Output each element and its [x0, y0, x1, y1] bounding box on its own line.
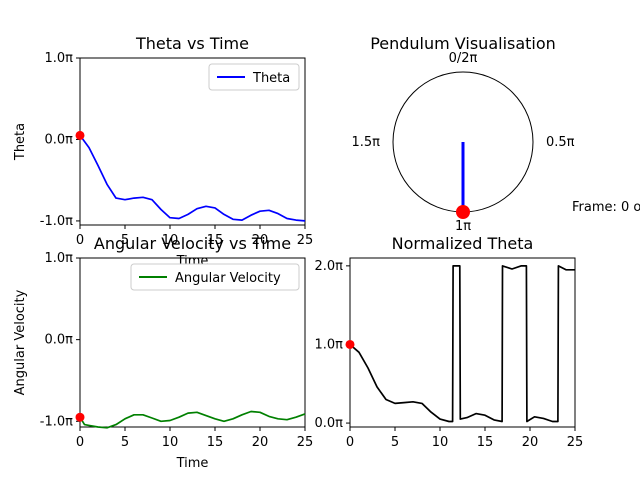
legend-box [208, 63, 300, 91]
y-tick-label: 0.0π [44, 132, 73, 147]
axes-frame [79, 57, 306, 226]
current-point-marker [345, 339, 355, 349]
current-point-marker [75, 130, 85, 140]
current-point-marker [75, 412, 85, 422]
x-tick-label: 5 [121, 435, 129, 450]
legend-entry: Angular Velocity [175, 271, 281, 286]
series-line [79, 134, 306, 222]
y-tick-label: 1.0π [44, 251, 73, 266]
x-tick-label: 25 [297, 435, 314, 450]
y-tick-label: 0.0π [314, 416, 343, 431]
y-axis-label: Angular Velocity [13, 289, 28, 395]
frame-counter: Frame: 0 o [572, 200, 640, 215]
x-tick-label: 10 [432, 435, 449, 450]
y-tick-label: -1.0π [40, 214, 73, 229]
chart-title: Theta vs Time [135, 34, 249, 53]
y-tick-label: 1.0π [314, 337, 343, 352]
y-tick-label: 0.0π [44, 333, 73, 348]
chart-title: Normalized Theta [392, 234, 534, 253]
y-axis-label: Theta [13, 123, 28, 161]
y-tick-label: -1.0π [40, 414, 73, 429]
angle-label-bottom: 1π [455, 219, 471, 234]
x-tick-label: 25 [297, 233, 314, 248]
x-tick-label: 5 [121, 233, 129, 248]
legend: Theta [208, 63, 300, 91]
x-tick-label: 10 [162, 435, 179, 450]
angular-velocity-chart: Angular Velocity vs Time Time Angular Ve… [13, 234, 313, 471]
x-tick-label: 20 [252, 435, 269, 450]
x-axis-label: Time [176, 456, 209, 471]
y-tick-label: 1.0π [44, 51, 73, 66]
y-tick-label: 2.0π [314, 259, 343, 274]
pendulum-visualisation: Pendulum Visualisation 0/2π 0.5π 1π 1.5π [351, 34, 574, 234]
x-tick-label: 0 [346, 435, 354, 450]
axes-frame [349, 257, 576, 428]
axes-frame [79, 257, 306, 428]
angle-label-left: 1.5π [351, 135, 380, 150]
series-line [349, 265, 575, 423]
x-tick-label: 15 [207, 435, 224, 450]
legend: Angular Velocity [130, 263, 300, 291]
legend-box [130, 263, 300, 291]
x-tick-label: 20 [522, 435, 539, 450]
angle-label-top: 0/2π [449, 51, 478, 66]
x-tick-label: 25 [567, 435, 584, 450]
x-tick-label: 15 [207, 233, 224, 248]
x-tick-label: 5 [391, 435, 399, 450]
x-tick-label: 20 [252, 233, 269, 248]
x-tick-label: 15 [477, 435, 494, 450]
series-line [79, 410, 306, 429]
angle-label-right: 0.5π [546, 135, 575, 150]
x-tick-label: 0 [76, 435, 84, 450]
chart-title: Pendulum Visualisation [370, 34, 556, 53]
theta-vs-time-chart: Theta vs Time Time Theta 0 5 10 15 20 251.0π0… [13, 34, 313, 269]
x-tick-label: 0 [76, 233, 84, 248]
legend-entry: Theta [252, 71, 290, 86]
chart-title: Angular Velocity vs Time [94, 234, 291, 253]
normalized-theta-chart: Normalized Theta 0 5 10 15 20 25 2.0π 1.0π 0.0π [314, 234, 583, 450]
pendulum-bob [456, 205, 470, 219]
x-tick-label: 10 [162, 233, 179, 248]
